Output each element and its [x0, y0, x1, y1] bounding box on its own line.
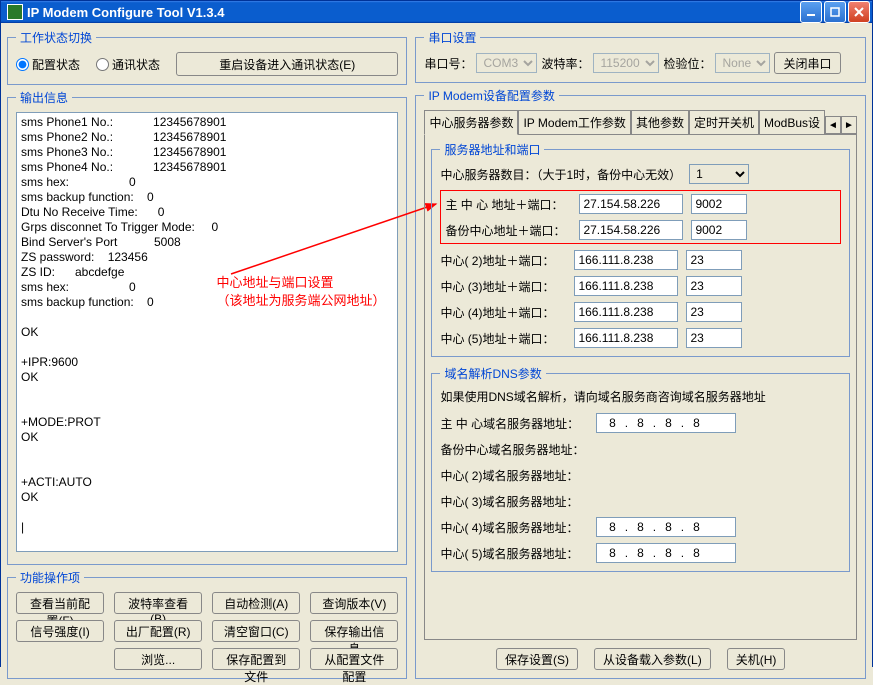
workstate-legend: 工作状态切换: [16, 29, 96, 46]
addr-main-ip[interactable]: [579, 194, 683, 214]
baud-label: 波特率：: [541, 55, 589, 72]
dns-0-ip[interactable]: . . .: [596, 413, 736, 433]
query-version-button[interactable]: 查询版本(V): [310, 592, 398, 614]
tab-work-params[interactable]: IP Modem工作参数: [518, 110, 630, 134]
serial-legend: 串口设置: [424, 29, 480, 46]
close-button[interactable]: [848, 1, 870, 23]
clear-window-button[interactable]: 清空窗口(C): [212, 620, 300, 642]
minimize-button[interactable]: [800, 1, 822, 23]
output-legend: 输出信息: [16, 89, 72, 106]
app-icon: [7, 4, 23, 20]
addr-4-ip[interactable]: [574, 302, 678, 322]
dns-group: 域名解析DNS参数 如果使用DNS域名解析，请向域名服务商咨询域名服务器地址 主…: [431, 365, 850, 572]
baud-select[interactable]: 115200: [593, 53, 659, 73]
tab-bar: 中心服务器参数 IP Modem工作参数 其他参数 定时开关机 ModBus设 …: [424, 110, 857, 135]
dns-2-label: 中心( 2)域名服务器地址：: [440, 467, 590, 484]
serial-port-select[interactable]: COM3: [476, 53, 537, 73]
dns-5-ip[interactable]: . . .: [596, 543, 736, 563]
auto-detect-button[interactable]: 自动检测(A): [212, 592, 300, 614]
addr-4-label: 中心 (4)地址＋端口：: [440, 304, 566, 321]
addr-backup-label: 备份中心地址＋端口：: [445, 222, 571, 239]
config-legend: IP Modem设备配置参数: [424, 87, 558, 104]
save-output-button[interactable]: 保存输出信息: [310, 620, 398, 642]
tab-scroll-left[interactable]: ◄: [825, 116, 841, 134]
config-group: IP Modem设备配置参数 中心地址与端口设置 （该地址为服务端公网地址） 中…: [415, 87, 866, 679]
addr-backup-port[interactable]: [691, 220, 747, 240]
addr-2-label: 中心( 2)地址＋端口：: [440, 252, 566, 269]
addr-5-label: 中心 (5)地址＋端口：: [440, 330, 566, 347]
maximize-button[interactable]: [824, 1, 846, 23]
radio-config-input[interactable]: [16, 58, 29, 71]
close-serial-button[interactable]: 关闭串口: [774, 52, 840, 74]
addr-5-ip[interactable]: [574, 328, 678, 348]
titlebar[interactable]: IP Modem Configure Tool V1.3.4: [1, 1, 872, 23]
dns-3-label: 中心( 3)域名服务器地址：: [440, 493, 590, 510]
output-textarea[interactable]: sms Phone1 No.: 12345678901 sms Phone2 N…: [16, 112, 398, 552]
factory-config-button[interactable]: 出厂配置(R): [114, 620, 202, 642]
dns-legend: 域名解析DNS参数: [440, 365, 545, 382]
signal-strength-button[interactable]: 信号强度(I): [16, 620, 104, 642]
serial-group: 串口设置 串口号： COM3 波特率： 115200 检验位： None 关闭串…: [415, 29, 866, 83]
addr-2-ip[interactable]: [574, 250, 678, 270]
radio-comm[interactable]: 通讯状态: [96, 56, 160, 73]
check-label: 检验位：: [663, 55, 711, 72]
server-addr-group: 服务器地址和端口 中心服务器数目：（大于1时，备份中心无效） 1 主 中 心 地…: [431, 141, 850, 357]
dns-4-label: 中心( 4)域名服务器地址：: [440, 519, 590, 536]
reboot-button[interactable]: 重启设备进入通讯状态(E): [176, 52, 398, 76]
server-addr-legend: 服务器地址和端口: [440, 141, 544, 158]
addr-backup-ip[interactable]: [579, 220, 683, 240]
window-title: IP Modem Configure Tool V1.3.4: [27, 5, 800, 20]
addr-main-label: 主 中 心 地址＋端口：: [445, 196, 571, 213]
tab-timer[interactable]: 定时开关机: [689, 110, 759, 134]
count-label: 中心服务器数目：（大于1时，备份中心无效）: [440, 166, 681, 183]
addr-4-port[interactable]: [686, 302, 742, 322]
addr-2-port[interactable]: [686, 250, 742, 270]
tab-other-params[interactable]: 其他参数: [631, 110, 689, 134]
dns-1-label: 备份中心域名服务器地址：: [440, 441, 590, 458]
serial-port-label: 串口号：: [424, 55, 472, 72]
addr-main-port[interactable]: [691, 194, 747, 214]
addr-3-ip[interactable]: [574, 276, 678, 296]
radio-config[interactable]: 配置状态: [16, 56, 80, 73]
dns-5-label: 中心( 5)域名服务器地址：: [440, 545, 590, 562]
dns-note: 如果使用DNS域名解析，请向域名服务商咨询域名服务器地址: [440, 388, 841, 405]
dns-4-ip[interactable]: . . .: [596, 517, 736, 537]
func-group: 功能操作项 查看当前配置(F) 波特率查看(B) 自动检测(A) 查询版本(V)…: [7, 569, 407, 679]
addr-5-port[interactable]: [686, 328, 742, 348]
dns-0-label: 主 中 心域名服务器地址：: [440, 415, 590, 432]
tab-center-server[interactable]: 中心服务器参数: [424, 110, 518, 135]
view-baud-button[interactable]: 波特率查看(B): [114, 592, 202, 614]
output-group: 输出信息 sms Phone1 No.: 12345678901 sms Pho…: [7, 89, 407, 565]
count-select[interactable]: 1: [689, 164, 749, 184]
tab-scroll-right[interactable]: ►: [841, 116, 857, 134]
tab-content: 服务器地址和端口 中心服务器数目：（大于1时，备份中心无效） 1 主 中 心 地…: [424, 135, 857, 640]
radio-comm-input[interactable]: [96, 58, 109, 71]
check-select[interactable]: None: [715, 53, 770, 73]
view-config-button[interactable]: 查看当前配置(F): [16, 592, 104, 614]
workstate-group: 工作状态切换 配置状态 通讯状态 重启设备进入通讯状态(E): [7, 29, 407, 85]
highlighted-addr-box: 主 中 心 地址＋端口： 备份中心地址＋端口：: [440, 190, 841, 244]
func-legend: 功能操作项: [16, 569, 84, 586]
tab-modbus[interactable]: ModBus设: [759, 110, 825, 134]
addr-3-label: 中心 (3)地址＋端口：: [440, 278, 566, 295]
addr-3-port[interactable]: [686, 276, 742, 296]
app-window: IP Modem Configure Tool V1.3.4 工作状态切换 配置…: [0, 0, 873, 667]
